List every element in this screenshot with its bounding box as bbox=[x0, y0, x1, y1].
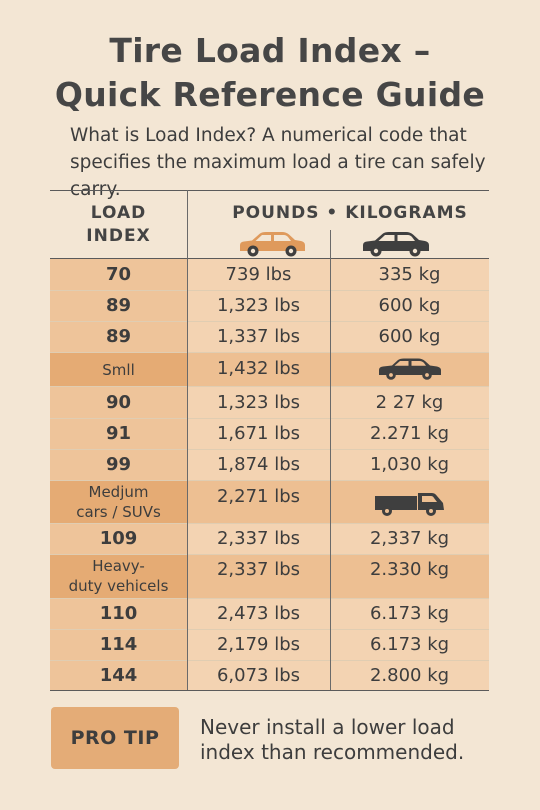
truck-icon bbox=[374, 493, 444, 516]
kilograms-cell: 2.800 kg bbox=[369, 665, 450, 686]
car-icon bbox=[240, 232, 305, 257]
table-row: Heavy- duty vehicels 2,337 lbs 2.330 kg bbox=[50, 554, 489, 598]
pounds-cell: 2,179 lbs bbox=[216, 634, 301, 655]
intro-text: What is Load Index? A numerical code tha… bbox=[70, 122, 520, 203]
load-index-cell: 89 bbox=[50, 321, 187, 352]
kilograms-cell: 6.173 kg bbox=[369, 634, 450, 655]
pounds-cell: 2,337 lbs bbox=[216, 528, 301, 549]
kilograms-cell bbox=[330, 353, 489, 384]
kilograms-cell: 6.173 kg bbox=[369, 603, 450, 624]
pro-tip-text: Never install a lower load index than re… bbox=[200, 715, 520, 765]
table-top-border bbox=[50, 190, 489, 191]
row-divider bbox=[50, 449, 489, 450]
load-header-line-2: INDEX bbox=[86, 226, 151, 246]
pounds-cell: 1,323 lbs bbox=[216, 295, 301, 316]
units-header: POUNDS • KILOGRAMS bbox=[232, 203, 468, 223]
load-index-cell: 144 bbox=[50, 660, 187, 691]
pounds-cell: 1,432 lbs bbox=[216, 358, 301, 379]
row-divider bbox=[50, 598, 489, 599]
load-index-cell: 99 bbox=[50, 449, 187, 480]
pro-tip-line-2: index than recommended. bbox=[200, 740, 465, 764]
load-index-table: LOAD INDEX POUNDS • KILOGRAMS 70 739 lbs… bbox=[50, 190, 489, 691]
table-row: 144 6,073 lbs 2.800 kg bbox=[50, 660, 489, 691]
row-divider bbox=[50, 480, 489, 481]
load-index-line-2: duty vehicels bbox=[68, 577, 169, 595]
table-row: 70 739 lbs 335 kg bbox=[50, 259, 489, 290]
pounds-cell: 1,671 lbs bbox=[216, 423, 301, 444]
kilograms-cell: 2 27 kg bbox=[375, 392, 444, 413]
kilograms-cell: 2,337 kg bbox=[369, 528, 450, 549]
load-index-cell: Heavy- duty vehicels bbox=[50, 554, 187, 598]
table-row: 89 1,337 lbs 600 kg bbox=[50, 321, 489, 352]
row-divider bbox=[50, 660, 489, 661]
intro-line-1: What is Load Index? A numerical code tha… bbox=[70, 125, 467, 146]
load-index-line-2: cars / SUVs bbox=[76, 503, 161, 521]
pounds-cell: 1,323 lbs bbox=[216, 392, 301, 413]
kilograms-cell: 2.330 kg bbox=[369, 559, 450, 580]
kilograms-cell bbox=[330, 481, 489, 523]
load-index-cell: 70 bbox=[50, 259, 187, 290]
column-divider bbox=[187, 190, 188, 691]
row-divider bbox=[50, 523, 489, 524]
pounds-cell: 2,337 lbs bbox=[216, 559, 301, 580]
load-index-line-1: Medjum bbox=[88, 483, 149, 501]
table-row: 91 1,671 lbs 2.271 kg bbox=[50, 418, 489, 449]
pro-tip-badge: PRO TIP bbox=[51, 707, 179, 769]
table-row: 110 2,473 lbs 6.173 kg bbox=[50, 598, 489, 629]
kilograms-cell: 2.271 kg bbox=[369, 423, 450, 444]
kilograms-cell: 600 kg bbox=[378, 326, 441, 347]
kilograms-cell: 600 kg bbox=[378, 295, 441, 316]
intro-line-2: specifies the maximum load a tire can sa… bbox=[70, 152, 486, 200]
table-row: 109 2,337 lbs 2,337 kg bbox=[50, 523, 489, 554]
row-divider bbox=[50, 418, 489, 419]
load-index-header: LOAD INDEX bbox=[50, 202, 187, 248]
table-row: 90 1,323 lbs 2 27 kg bbox=[50, 387, 489, 418]
load-index-cell: 89 bbox=[50, 290, 187, 321]
pounds-cell: 1,337 lbs bbox=[216, 326, 301, 347]
row-divider bbox=[50, 386, 489, 387]
table-row: 89 1,323 lbs 600 kg bbox=[50, 290, 489, 321]
title-line-1: Tire Load Index – bbox=[109, 31, 431, 70]
pro-tip-line-1: Never install a lower load bbox=[200, 715, 455, 739]
pounds-cell: 2,271 lbs bbox=[216, 486, 301, 507]
row-divider bbox=[50, 629, 489, 630]
car-icon bbox=[363, 232, 429, 257]
row-divider bbox=[50, 554, 489, 555]
pounds-cell: 1,874 lbs bbox=[216, 454, 301, 475]
load-index-cell: 109 bbox=[50, 523, 187, 554]
load-index-cell: 110 bbox=[50, 598, 187, 629]
pounds-cell: 739 lbs bbox=[225, 264, 292, 285]
column-divider bbox=[330, 230, 331, 691]
table-row: 99 1,874 lbs 1,030 kg bbox=[50, 449, 489, 480]
row-divider bbox=[50, 352, 489, 353]
load-index-cell: Smll bbox=[50, 353, 187, 386]
load-index-cell: Medjum cars / SUVs bbox=[50, 481, 187, 523]
load-index-cell: 91 bbox=[50, 418, 187, 449]
load-header-line-1: LOAD bbox=[90, 203, 147, 223]
load-index-line-1: Heavy- bbox=[92, 557, 145, 575]
row-divider bbox=[50, 290, 489, 291]
kilograms-cell: 335 kg bbox=[378, 264, 441, 285]
table-row: 114 2,179 lbs 6.173 kg bbox=[50, 629, 489, 660]
pounds-cell: 2,473 lbs bbox=[216, 603, 301, 624]
title-line-2: Quick Reference Guide bbox=[54, 75, 486, 114]
table-bottom-border bbox=[50, 690, 489, 691]
header-bottom-border bbox=[50, 258, 489, 259]
car-icon bbox=[378, 358, 441, 380]
load-index-cell: 90 bbox=[50, 387, 187, 418]
row-divider bbox=[50, 321, 489, 322]
load-index-cell: 114 bbox=[50, 629, 187, 660]
table-row: Medjum cars / SUVs 2,271 lbs bbox=[50, 481, 489, 523]
table-row: Smll 1,432 lbs bbox=[50, 353, 489, 386]
kilograms-cell: 1,030 kg bbox=[369, 454, 450, 475]
pounds-cell: 6,073 lbs bbox=[216, 665, 301, 686]
